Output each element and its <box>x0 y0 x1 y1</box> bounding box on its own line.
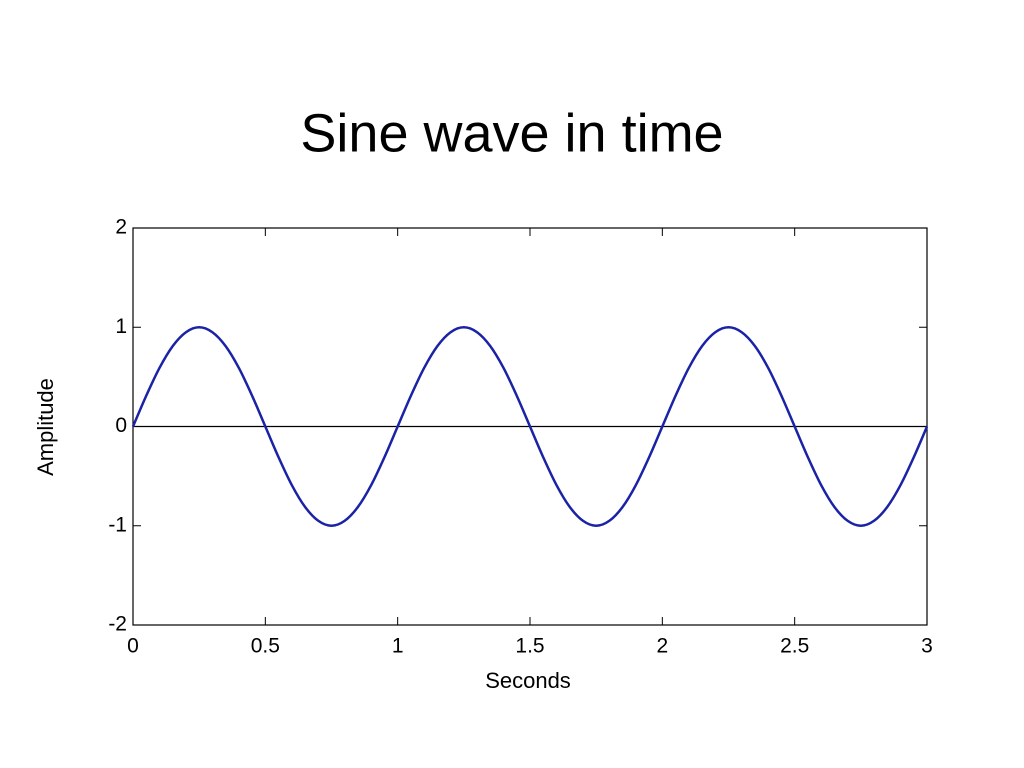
x-tick-label: 0 <box>127 635 139 658</box>
x-tick-label: 3 <box>921 635 933 658</box>
sine-line <box>131 325 929 528</box>
x-tick-label: 2.5 <box>780 635 809 658</box>
x-tick-label: 1 <box>392 635 404 658</box>
y-tick-label: -2 <box>108 613 127 636</box>
y-axis-label: Amplitude <box>33 378 58 476</box>
y-tick-label: 1 <box>115 315 127 338</box>
x-tick-label: 0.5 <box>251 635 280 658</box>
y-tick-label: 2 <box>115 216 127 239</box>
chart-title: Sine wave in time <box>300 103 723 163</box>
y-tick-label: -1 <box>108 513 127 536</box>
x-tick-label: 1.5 <box>515 635 544 658</box>
x-axis-label: Seconds <box>485 668 571 693</box>
x-tick-label: 2 <box>656 635 668 658</box>
y-tick-label: 0 <box>115 414 127 437</box>
